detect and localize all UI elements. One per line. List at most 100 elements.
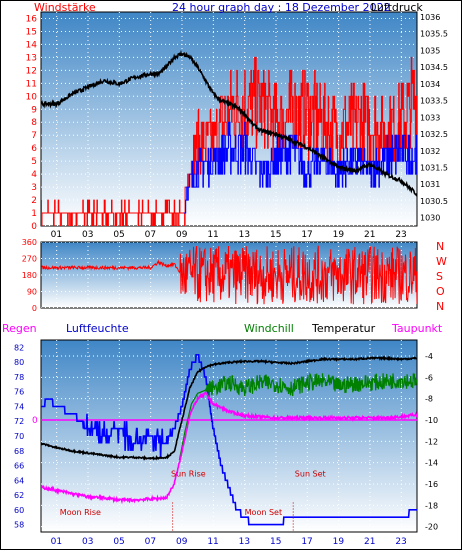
humidity-tick-label: 80 bbox=[14, 358, 24, 367]
dewpoint-line bbox=[41, 390, 417, 505]
x-tick-label-bottom: 11 bbox=[207, 537, 218, 547]
humidity-tick-label: 76 bbox=[14, 388, 24, 397]
astro-annotation: Sun Rise bbox=[171, 470, 206, 479]
x-tick-label: 03 bbox=[82, 230, 93, 240]
compass-label: N bbox=[436, 300, 444, 313]
chart-title: 24 hour graph day : 18 Dezember 2022 bbox=[172, 1, 391, 14]
left-y-tick-label: 0 bbox=[31, 222, 37, 232]
left-axis-title: Windstärke bbox=[34, 1, 96, 14]
dir-y-tick-label: 0 bbox=[32, 304, 37, 313]
dir-y-tick-label: 360 bbox=[22, 238, 37, 247]
x-tick-label: 17 bbox=[301, 230, 312, 240]
humidity-tick-label: 78 bbox=[14, 373, 24, 382]
right-y-tick-label: 1033.5 bbox=[420, 97, 448, 106]
left-y-tick-label: 15 bbox=[26, 27, 37, 37]
humidity-line bbox=[41, 354, 417, 526]
temp-tick-label: -20 bbox=[425, 523, 438, 532]
windchill-label: Windchill bbox=[244, 322, 294, 335]
x-tick-label-bottom: 19 bbox=[333, 537, 345, 547]
left-y-tick-label: 4 bbox=[31, 170, 37, 180]
left-y-tick-label: 14 bbox=[26, 40, 38, 50]
right-y-tick-label: 1031.5 bbox=[420, 163, 448, 172]
right-y-tick-label: 1030 bbox=[420, 214, 440, 223]
temp-tick-label: -16 bbox=[425, 480, 438, 489]
temperature-line bbox=[41, 355, 417, 461]
direction-line bbox=[41, 245, 417, 305]
humidity-tick-label: 68 bbox=[14, 447, 24, 456]
compass-label: N bbox=[436, 240, 444, 253]
dewpoint-label: Taupunkt bbox=[391, 322, 443, 335]
humidity-tick-label: 70 bbox=[14, 432, 24, 441]
rain-tick-label: 0 bbox=[32, 416, 38, 426]
humidity-tick-label: 60 bbox=[14, 506, 24, 515]
left-y-tick-label: 8 bbox=[31, 118, 37, 128]
x-tick-label: 09 bbox=[176, 230, 188, 240]
x-tick-label: 19 bbox=[333, 230, 345, 240]
dir-y-tick-label: 180 bbox=[22, 271, 37, 280]
temp-tick-label: -14 bbox=[425, 459, 438, 468]
left-y-tick-label: 2 bbox=[31, 196, 37, 206]
humidity-tick-label: 82 bbox=[14, 343, 24, 352]
dir-y-tick-label: 270 bbox=[22, 255, 37, 264]
windchill-line bbox=[178, 372, 417, 461]
compass-label: S bbox=[436, 270, 443, 283]
x-tick-label: 15 bbox=[270, 230, 281, 240]
right-y-tick-label: 1033 bbox=[420, 113, 440, 122]
x-tick-label-bottom: 03 bbox=[82, 537, 93, 547]
left-y-tick-label: 3 bbox=[31, 183, 37, 193]
x-tick-label: 13 bbox=[239, 230, 250, 240]
left-y-tick-label: 1 bbox=[31, 209, 37, 219]
left-y-tick-label: 11 bbox=[26, 79, 37, 89]
direction-series bbox=[41, 245, 417, 305]
right-y-tick-label: 1031 bbox=[420, 180, 440, 189]
x-tick-label-bottom: 23 bbox=[395, 537, 406, 547]
right-y-tick-label: 1032.5 bbox=[420, 130, 448, 139]
temp-tick-label: -4 bbox=[425, 352, 433, 361]
left-y-tick-label: 9 bbox=[31, 105, 37, 115]
x-tick-label-bottom: 13 bbox=[239, 537, 250, 547]
x-tick-label: 05 bbox=[113, 230, 124, 240]
temperature-label: Temperatur bbox=[311, 322, 376, 335]
x-tick-label-bottom: 01 bbox=[51, 537, 62, 547]
rain-label: Regen bbox=[2, 322, 37, 335]
x-tick-label: 01 bbox=[51, 230, 62, 240]
x-tick-label: 11 bbox=[207, 230, 218, 240]
astro-annotation: Sun Set bbox=[295, 470, 326, 479]
right-y-tick-label: 1034 bbox=[420, 80, 440, 89]
right-y-tick-label: 1036 bbox=[420, 13, 440, 22]
temp-tick-label: -10 bbox=[425, 416, 438, 425]
dir-y-tick-label: 90 bbox=[27, 288, 37, 297]
temp-tick-label: -6 bbox=[425, 373, 433, 382]
temp-tick-label: -18 bbox=[425, 501, 438, 510]
humidity-label: Luftfeuchte bbox=[66, 322, 129, 335]
humidity-tick-label: 72 bbox=[14, 417, 24, 426]
astro-annotation: Moon Rise bbox=[60, 508, 101, 517]
compass-label: W bbox=[436, 255, 447, 268]
left-y-tick-label: 5 bbox=[31, 157, 37, 167]
left-y-tick-label: 6 bbox=[31, 144, 37, 154]
wind-avg-line bbox=[183, 121, 417, 214]
humidity-tick-label: 64 bbox=[14, 476, 24, 485]
x-tick-label-bottom: 21 bbox=[364, 537, 375, 547]
x-tick-label: 07 bbox=[145, 230, 156, 240]
gust-series bbox=[41, 49, 417, 226]
temp-tick-label: -12 bbox=[425, 437, 438, 446]
right-y-tick-label: 1034.5 bbox=[420, 63, 448, 72]
left-y-tick-label: 10 bbox=[26, 92, 38, 102]
humidity-tick-label: 74 bbox=[14, 402, 24, 411]
right-y-tick-label: 1035 bbox=[420, 46, 440, 55]
right-axis-title: Luftdruck bbox=[371, 1, 423, 14]
temp-series bbox=[41, 354, 417, 532]
left-y-tick-label: 16 bbox=[26, 14, 38, 24]
left-y-tick-label: 13 bbox=[26, 53, 37, 63]
x-tick-label-bottom: 17 bbox=[301, 537, 312, 547]
left-y-tick-label: 12 bbox=[26, 66, 37, 76]
x-tick-label-bottom: 15 bbox=[270, 537, 281, 547]
humidity-tick-label: 66 bbox=[14, 462, 24, 471]
astro-annotation: Moon Set bbox=[245, 508, 282, 517]
humidity-tick-label: 58 bbox=[14, 521, 24, 530]
right-y-tick-label: 1035.5 bbox=[420, 30, 448, 39]
x-tick-label: 21 bbox=[364, 230, 375, 240]
right-y-tick-label: 1032 bbox=[420, 147, 440, 156]
